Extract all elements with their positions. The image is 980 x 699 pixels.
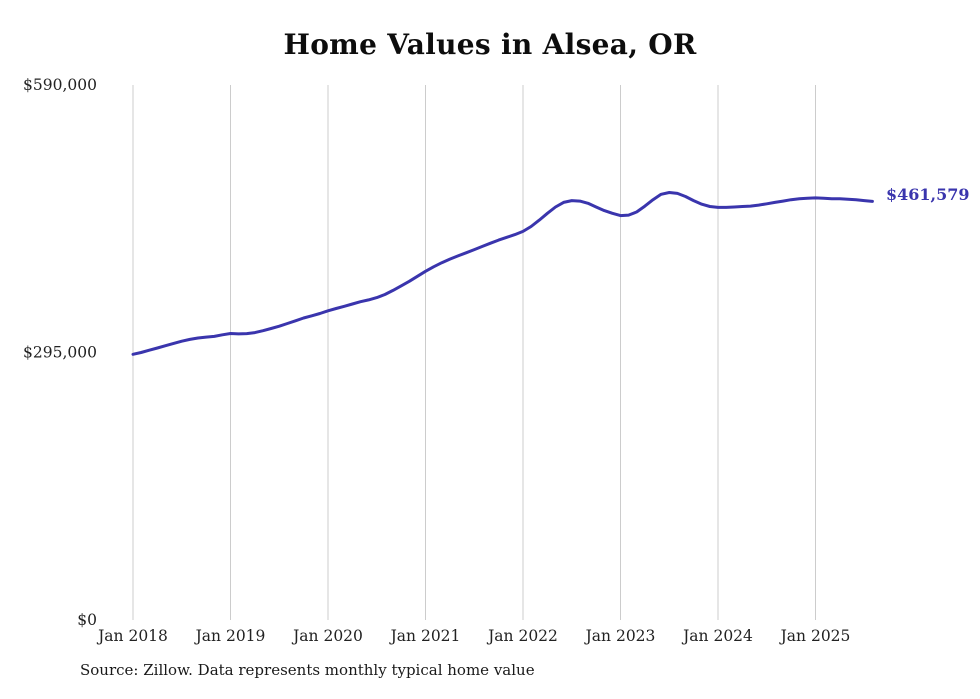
y-tick-label: $0 [77,611,97,629]
x-tick-label: Jan 2018 [96,627,168,645]
value-line [131,191,874,356]
end-value-label: $461,579 [886,185,970,204]
y-tick-label: $590,000 [23,76,97,94]
x-tick-label: Jan 2025 [779,627,851,645]
x-tick-label: Jan 2022 [486,627,558,645]
y-tick-label: $295,000 [23,344,97,362]
x-tick-label: Jan 2023 [584,627,656,645]
chart-title: Home Values in Alsea, OR [283,28,697,61]
x-tick-label: Jan 2019 [194,627,266,645]
x-tick-label: Jan 2024 [681,627,753,645]
source-note: Source: Zillow. Data represents monthly … [80,661,535,679]
x-tick-label: Jan 2020 [291,627,363,645]
x-tick-label: Jan 2021 [389,627,461,645]
